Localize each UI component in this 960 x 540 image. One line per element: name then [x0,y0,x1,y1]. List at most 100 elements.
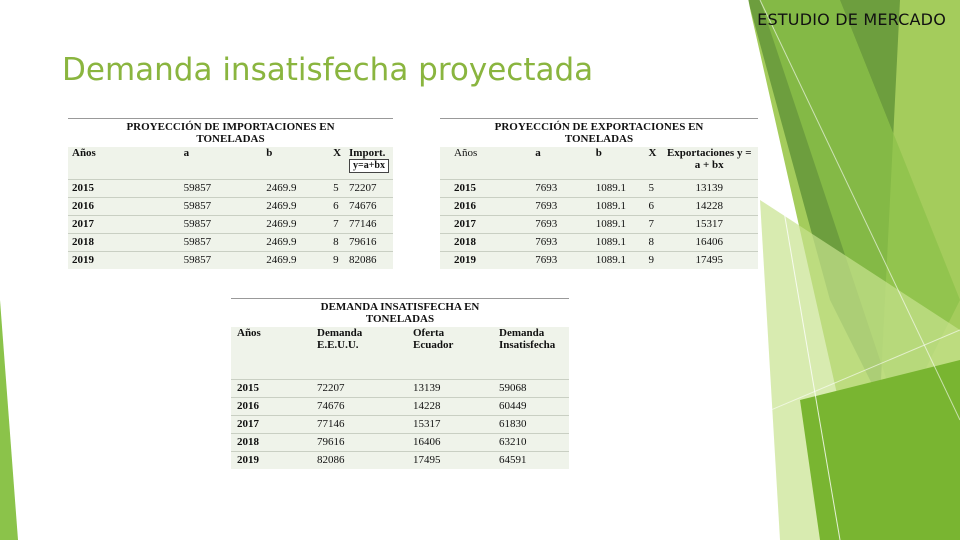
exports-cell: 2018 [454,236,476,248]
table-row: 2016 7693 1089.1 6 14228 [440,197,758,215]
imports-cell: 2018 [72,236,94,248]
demand-table-caption: DEMANDA INSATISFECHA EN TONELADAS [231,298,569,327]
exports-cell: 1089.1 [595,236,627,248]
table-row: 2017 77146 15317 61830 [231,415,569,433]
table-row: 2018 59857 2469.9 8 79616 [68,233,393,251]
exports-cell: 7693 [535,236,558,248]
imports-cell: 59857 [183,182,212,194]
table-row: 2019 59857 2469.9 9 82086 [68,251,393,269]
demand-cell: 13139 [413,382,441,394]
table-row: 2018 7693 1089.1 8 16406 [440,233,758,251]
imports-header-import: Import. [349,147,386,159]
imports-cell: 2016 [72,200,94,212]
demand-cell: 2016 [237,400,259,412]
imports-header-b: b [266,147,273,159]
exports-header-exports: Exportaciones y = a + bx [666,147,752,171]
exports-cell: 7693 [535,200,558,212]
exports-cell: 6 [648,200,654,212]
exports-cell: 2019 [454,254,476,267]
imports-cell: 2469.9 [266,236,297,248]
section-label: ESTUDIO DE MERCADO [757,10,946,29]
imports-cell: 8 [333,236,339,248]
imports-cell: 59857 [183,236,212,248]
demand-header-unmet: Demanda Insatisfecha [499,327,556,351]
demand-cell: 59068 [499,382,527,394]
imports-cell: 59857 [183,254,212,267]
table-row: 2016 74676 14228 60449 [231,397,569,415]
exports-cell: 17495 [695,254,723,267]
exports-cell: 14228 [695,200,723,212]
table-row: 2019 7693 1089.1 9 17495 [440,251,758,269]
demand-cell: 72207 [317,382,345,394]
imports-header-years: Años [72,147,96,159]
imports-table-caption: PROYECCIÓN DE IMPORTACIONES EN TONELADAS [68,118,393,147]
exports-table-caption: PROYECCIÓN DE EXPORTACIONES EN TONELADAS [440,118,758,147]
imports-cell: 74676 [349,200,377,212]
exports-cell: 1089.1 [595,218,627,230]
demand-cell: 60449 [499,400,527,412]
imports-cell: 2469.9 [266,200,297,212]
table-row: 2015 72207 13139 59068 [231,379,569,397]
demand-cell: 82086 [317,454,345,467]
exports-cell: 5 [648,182,654,194]
imports-cell: 72207 [349,182,377,194]
demand-cell: 17495 [413,454,441,467]
imports-header-x: X [333,147,342,159]
imports-cell: 82086 [349,254,377,267]
imports-cell: 2019 [72,254,94,267]
demand-cell: 61830 [499,418,527,430]
demand-cell: 74676 [317,400,345,412]
exports-cell: 1089.1 [595,254,627,267]
demand-cell: 15317 [413,418,441,430]
demand-cell: 79616 [317,436,345,448]
exports-cell: 7693 [535,254,558,267]
demand-header-years: Años [237,327,261,339]
demand-header-usa: Demanda E.E.U.U. [317,327,363,351]
exports-cell: 2016 [454,200,476,212]
demand-table: DEMANDA INSATISFECHA EN TONELADAS Años D… [231,298,569,469]
demand-cell: 2017 [237,418,259,430]
right-facet-5 [800,360,960,540]
exports-cell: 15317 [695,218,723,230]
demand-cell: 64591 [499,454,527,467]
table-row: 2018 79616 16406 63210 [231,433,569,451]
exports-cell: 16406 [695,236,723,248]
demand-cell: 16406 [413,436,441,448]
demand-cell: 63210 [499,436,527,448]
exports-header-years: Años [454,147,478,159]
imports-header-a: a [183,147,190,159]
demand-cell: 2015 [237,382,259,394]
table-row: 2017 59857 2469.9 7 77146 [68,215,393,233]
table-row: 2015 59857 2469.9 5 72207 [68,179,393,197]
exports-cell: 8 [648,236,654,248]
imports-table: PROYECCIÓN DE IMPORTACIONES EN TONELADAS… [68,118,393,269]
imports-cell: 2017 [72,218,94,230]
exports-cell: 7 [648,218,654,230]
exports-header-x: X [648,147,657,159]
exports-cell: 1089.1 [595,182,627,194]
imports-cell: 59857 [183,218,212,230]
demand-cell: 2018 [237,436,259,448]
exports-cell: 7693 [535,218,558,230]
demand-cell: 77146 [317,418,345,430]
imports-cell: 2469.9 [266,182,297,194]
imports-cell: 59857 [183,200,212,212]
imports-formula: y=a+bx [349,159,389,173]
exports-cell: 1089.1 [595,200,627,212]
imports-cell: 9 [333,254,339,267]
exports-header-a: a [535,147,541,159]
demand-cell: 14228 [413,400,441,412]
exports-header-b: b [595,147,602,159]
exports-cell: 7693 [535,182,558,194]
left-accent-shape [0,300,18,540]
table-row: 2019 82086 17495 64591 [231,451,569,469]
table-row: 2017 7693 1089.1 7 15317 [440,215,758,233]
exports-cell: 2015 [454,182,476,194]
imports-cell: 6 [333,200,339,212]
table-row: 2015 7693 1089.1 5 13139 [440,179,758,197]
table-row: 2016 59857 2469.9 6 74676 [68,197,393,215]
imports-cell: 2469.9 [266,254,297,267]
exports-cell: 2017 [454,218,476,230]
exports-cell: 9 [648,254,654,267]
